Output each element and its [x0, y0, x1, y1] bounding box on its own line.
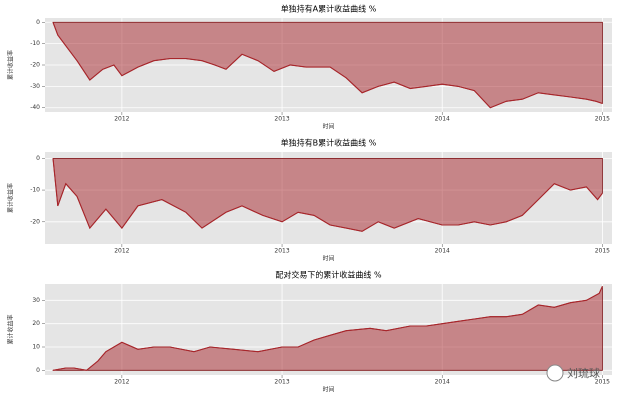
x-axis-label: 时间: [322, 386, 334, 394]
chart-title: 单独持有B累计收益曲线 %: [281, 138, 377, 148]
line: [52, 22, 603, 109]
y-tick-label: 0: [36, 367, 40, 374]
y-tick-label: 10: [32, 344, 40, 351]
y-tick-label: -20: [30, 62, 40, 69]
y-tick-label: 0: [36, 19, 40, 26]
x-tick-label: 2012: [114, 248, 129, 255]
x-tick-label: 2013: [274, 116, 289, 123]
watermark-icon: [546, 364, 564, 382]
line: [52, 286, 603, 371]
watermark: 刘琉球: [567, 366, 600, 380]
chart-title: 单独持有A累计收益曲线 %: [281, 4, 377, 14]
x-tick-label: 2013: [274, 379, 289, 386]
x-tick-label: 2013: [274, 248, 289, 255]
y-tick-label: -20: [30, 218, 40, 225]
y-tick-label: -40: [30, 104, 40, 111]
y-axis-label: 累计收益率: [7, 183, 15, 213]
y-tick-label: 0: [36, 155, 40, 162]
line: [52, 158, 603, 232]
x-tick-label: 2015: [595, 116, 610, 123]
x-tick-label: 2015: [595, 248, 610, 255]
y-axis-label: 累计收益率: [7, 314, 15, 344]
x-tick-label: 2015: [595, 379, 610, 386]
chart-title: 配对交易下的累计收益曲线 %: [275, 270, 382, 280]
x-axis-label: 时间: [322, 255, 334, 263]
y-tick-label: 30: [32, 297, 40, 304]
y-tick-label: -30: [30, 83, 40, 90]
x-tick-label: 2012: [114, 116, 129, 123]
y-tick-label: -10: [30, 187, 40, 194]
x-tick-label: 2014: [435, 379, 450, 386]
y-axis-label: 累计收益率: [7, 50, 15, 80]
x-tick-label: 2012: [114, 379, 129, 386]
watermark-group: 刘琉球: [546, 364, 600, 382]
y-tick-label: 20: [32, 320, 40, 327]
x-tick-label: 2014: [435, 116, 450, 123]
chart: -40 -30 -20 -10 0 2012 2013 2014 2015 单独持有A累计收益曲线…: [7, 4, 612, 131]
y-tick-label: -10: [30, 40, 40, 47]
x-axis-label: 时间: [322, 123, 334, 131]
chart: -20 -10 0 2012 2013 2014 2015 单独持有B累计收益曲线 % 时间 累计…: [7, 138, 612, 263]
chart: 0 10 20 30 2012 2013 2014 2015 配对交易下的累计收益曲线 % 时间 累…: [7, 270, 612, 394]
x-tick-label: 2014: [435, 248, 450, 255]
